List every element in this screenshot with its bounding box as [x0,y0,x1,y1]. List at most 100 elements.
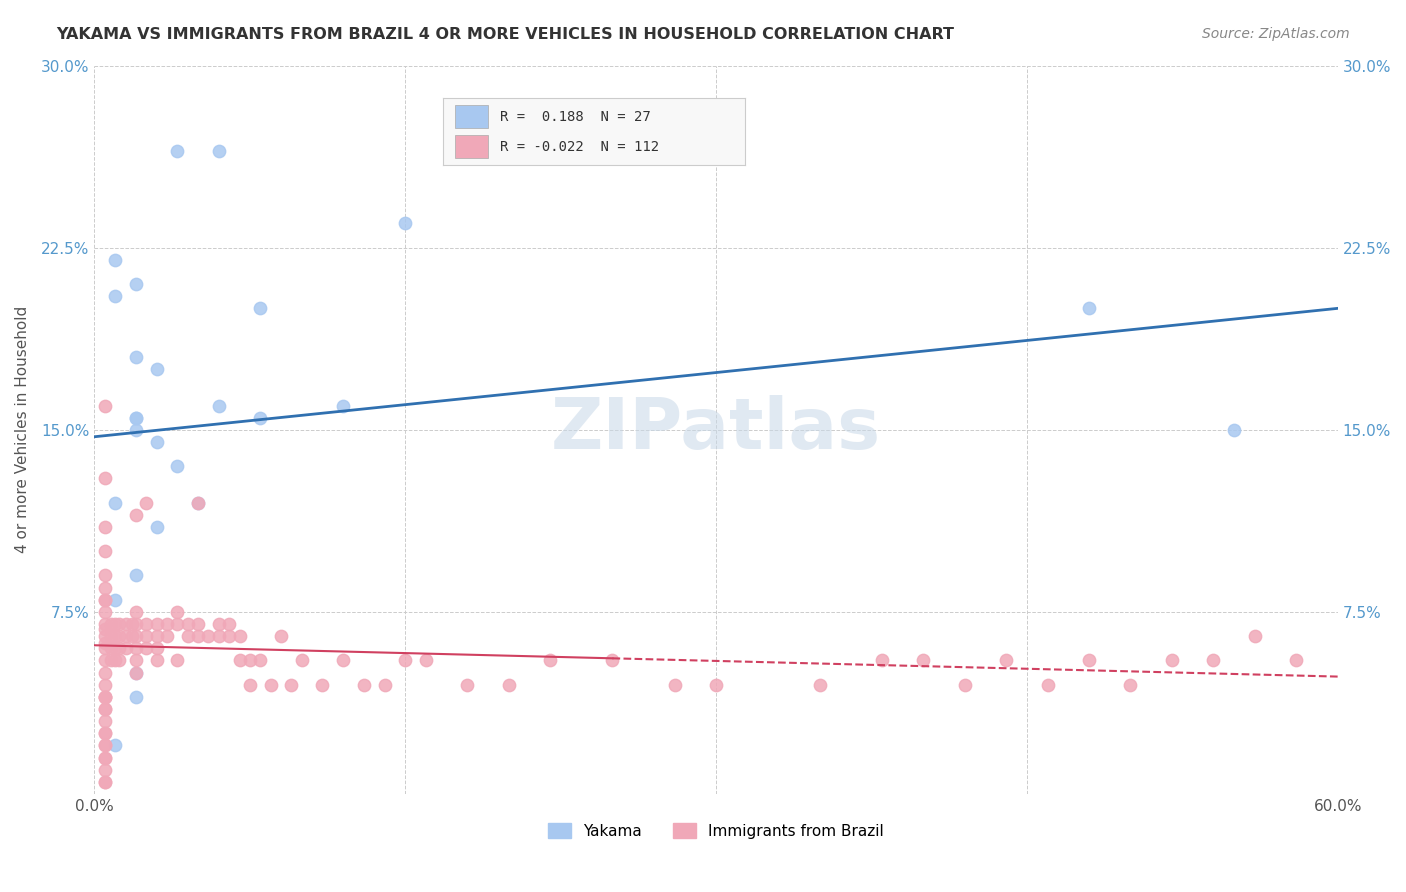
Text: ZIPatlas: ZIPatlas [551,395,882,465]
Point [104,653,127,667]
Point [187,617,209,632]
Point [104,289,127,303]
Point [125,653,148,667]
Point [94,775,117,789]
Point [94,750,117,764]
Point [94,726,117,740]
Point [125,605,148,619]
Point [94,653,117,667]
Point [291,653,314,667]
Point [259,678,281,692]
Point [104,252,127,267]
Point [125,410,148,425]
Point [125,665,148,680]
Point [94,678,117,692]
Point [104,592,127,607]
Point [166,605,188,619]
Point [94,690,117,704]
Point [415,653,437,667]
Point [249,301,271,316]
Point [228,653,250,667]
Point [94,714,117,728]
Point [374,678,396,692]
Legend: Yakama, Immigrants from Brazil: Yakama, Immigrants from Brazil [543,816,890,845]
Point [1036,678,1059,692]
Point [1078,653,1101,667]
Point [94,726,117,740]
Y-axis label: 4 or more Vehicles in Household: 4 or more Vehicles in Household [15,306,30,553]
Point [94,471,117,485]
Point [125,690,148,704]
Point [104,629,127,643]
Point [94,702,117,716]
Point [1243,629,1265,643]
Point [1078,301,1101,316]
Point [94,690,117,704]
Point [125,508,148,522]
Point [538,653,561,667]
Point [177,617,200,632]
Point [664,678,686,692]
Point [94,617,117,632]
Point [135,617,157,632]
Point [94,629,117,643]
Point [125,665,148,680]
Point [114,617,136,632]
Point [94,520,117,534]
Point [187,629,209,643]
Point [145,641,167,656]
Point [94,544,117,558]
Text: YAKAMA VS IMMIGRANTS FROM BRAZIL 4 OR MORE VEHICLES IN HOUSEHOLD CORRELATION CHA: YAKAMA VS IMMIGRANTS FROM BRAZIL 4 OR MO… [56,27,955,42]
Point [177,629,200,643]
Text: Source: ZipAtlas.com: Source: ZipAtlas.com [1202,27,1350,41]
Point [394,653,416,667]
Point [1119,678,1142,692]
Point [249,410,271,425]
Point [166,459,188,474]
Point [239,678,262,692]
Point [166,617,188,632]
Bar [456,105,488,128]
Point [135,641,157,656]
Point [94,665,117,680]
Point [239,653,262,667]
Point [456,678,478,692]
Point [108,641,131,656]
Point [311,678,333,692]
Point [1285,653,1308,667]
Point [498,678,520,692]
Point [94,775,117,789]
Point [100,641,122,656]
Point [208,617,231,632]
Point [114,641,136,656]
Point [704,678,727,692]
Point [94,739,117,753]
Point [94,750,117,764]
Point [280,678,302,692]
Point [104,641,127,656]
Point [187,496,209,510]
Text: R = -0.022  N = 112: R = -0.022 N = 112 [501,140,659,153]
Point [125,277,148,292]
Point [208,399,231,413]
Point [94,605,117,619]
Point [1202,653,1225,667]
Point [808,678,831,692]
Point [104,617,127,632]
Point [1160,653,1182,667]
Point [394,216,416,230]
Point [94,763,117,777]
Point [156,629,179,643]
Point [156,617,179,632]
Point [125,641,148,656]
Point [100,617,122,632]
Point [104,496,127,510]
Point [135,629,157,643]
Point [125,617,148,632]
Point [1223,423,1246,437]
Point [100,653,122,667]
Point [208,629,231,643]
Point [332,399,354,413]
Point [187,496,209,510]
Point [94,690,117,704]
